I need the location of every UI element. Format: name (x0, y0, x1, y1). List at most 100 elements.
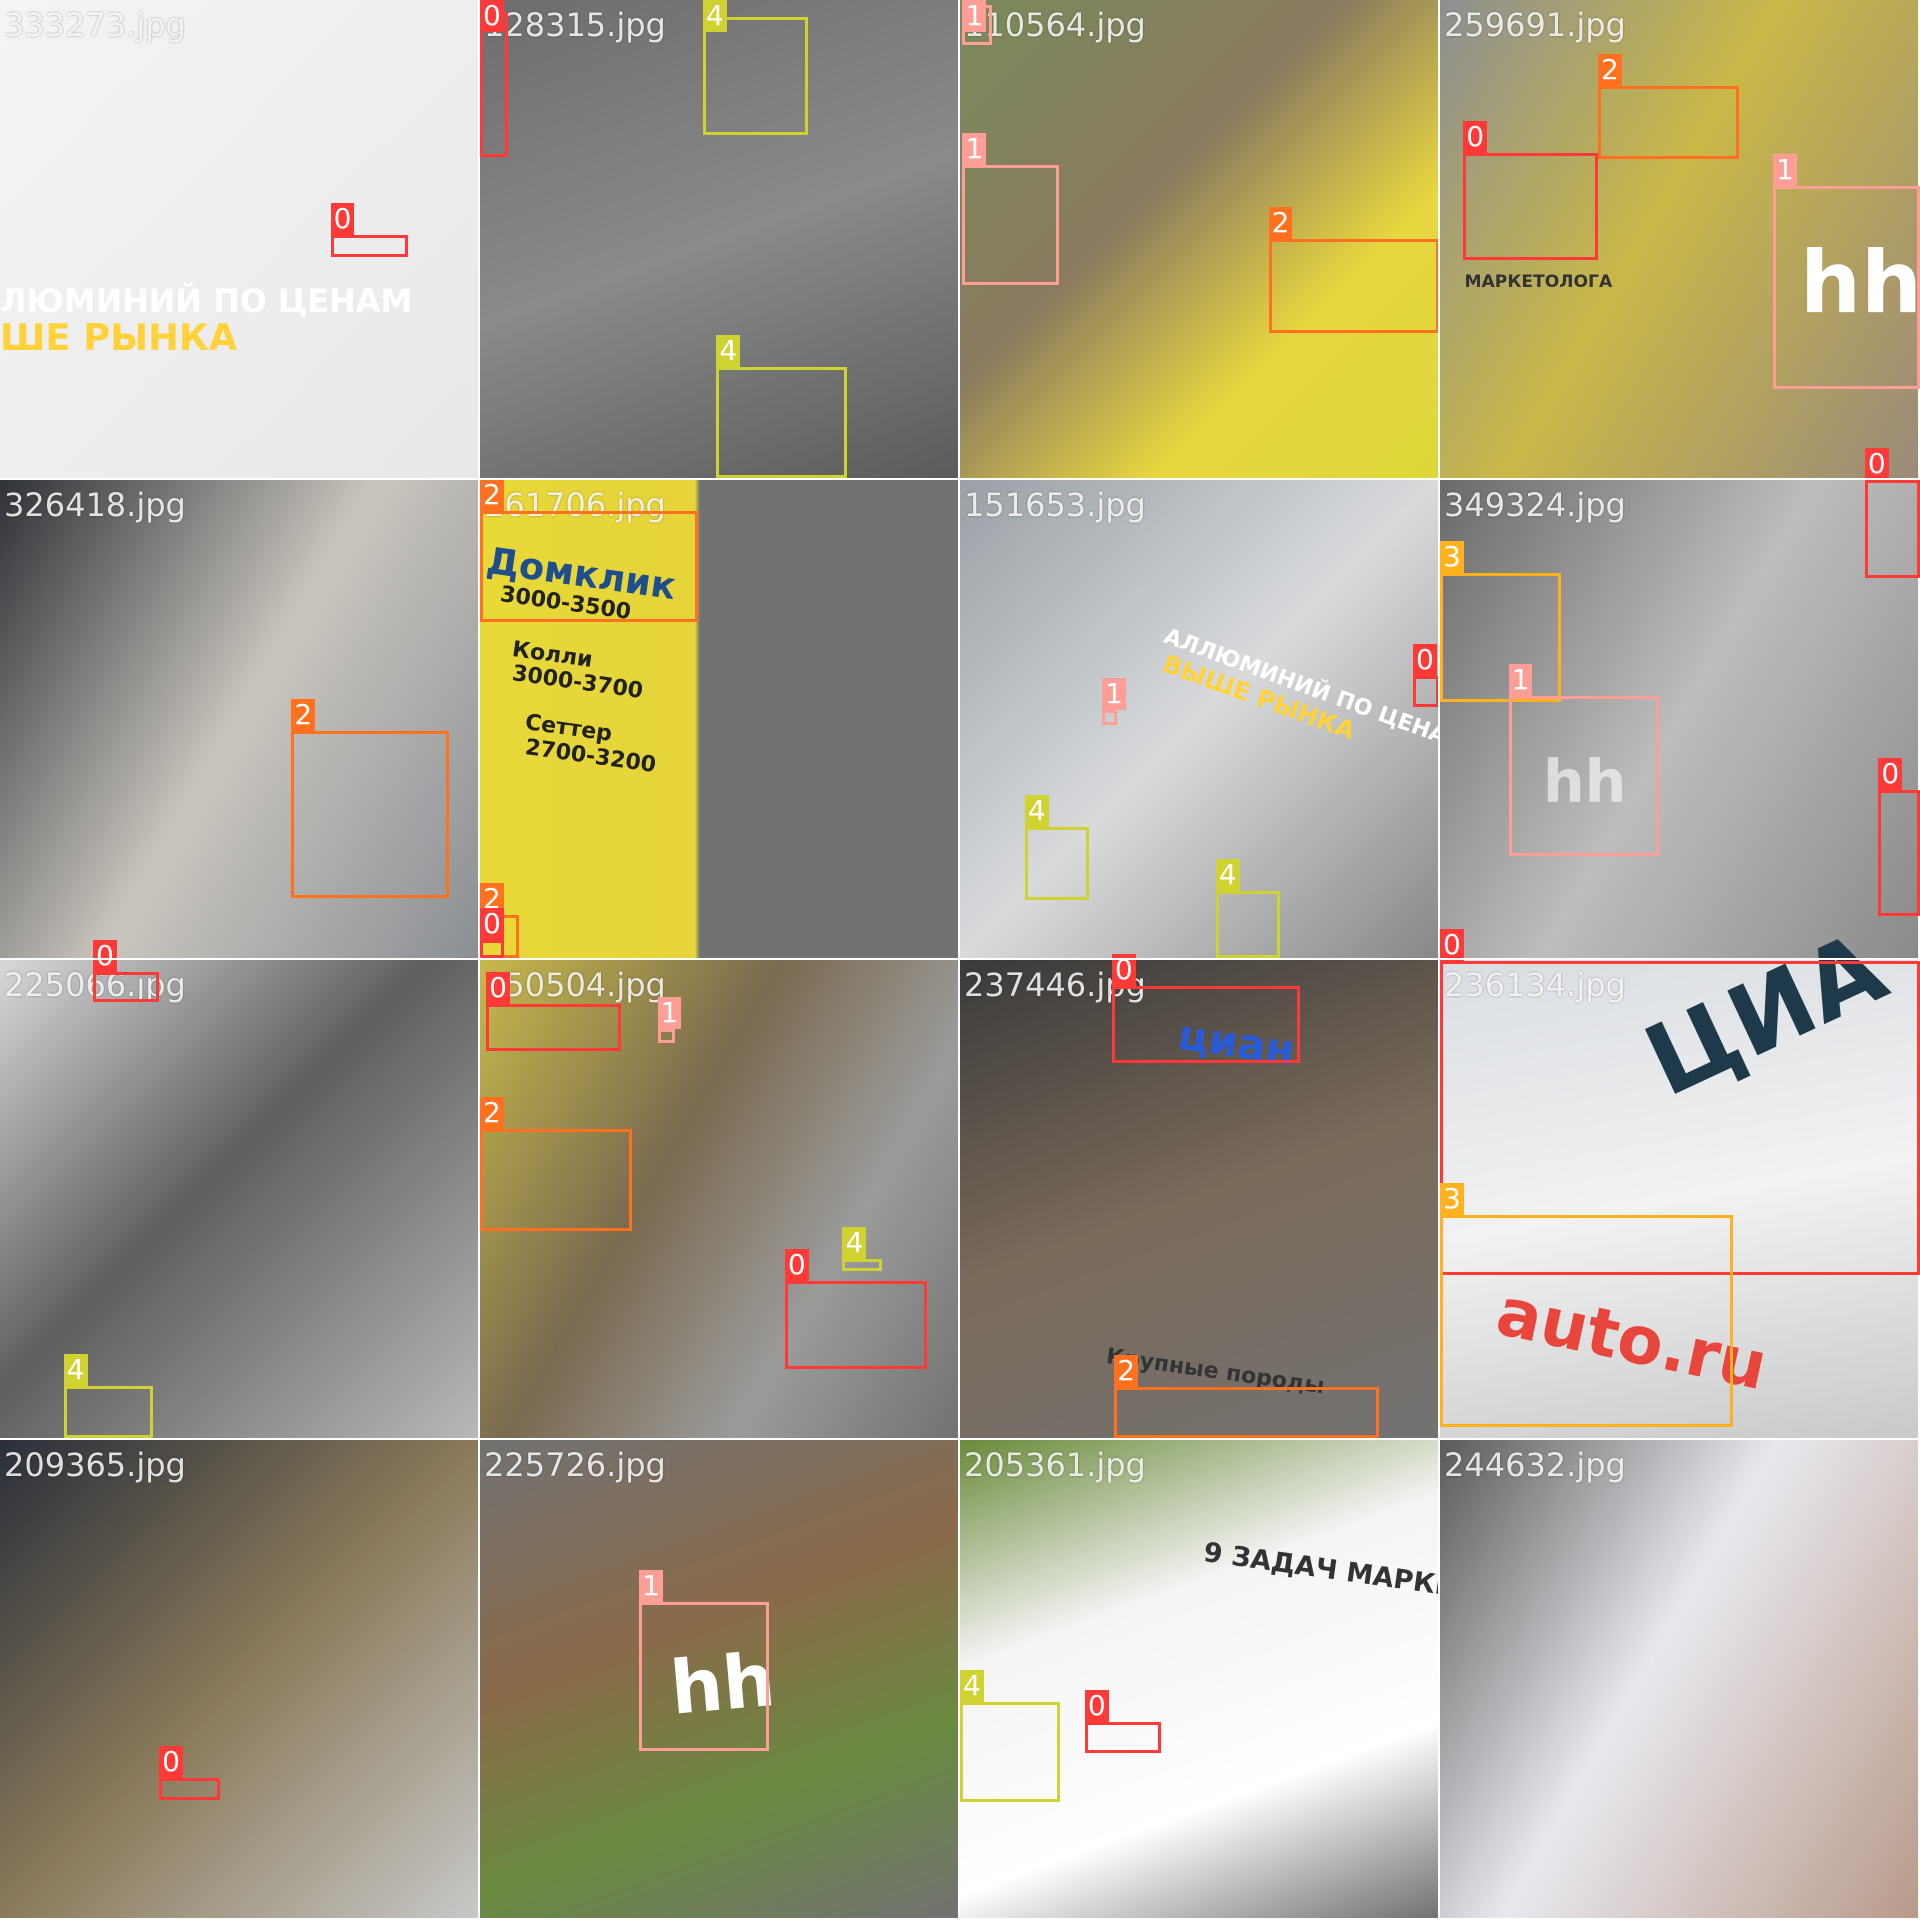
class-label: 1 (1773, 154, 1797, 187)
bounding-box (330, 235, 408, 258)
class-label: 3 (1440, 1182, 1464, 1215)
class-label: 0 (480, 908, 504, 941)
bounding-box (1413, 675, 1439, 707)
image-tile (1440, 0, 1918, 478)
class-label: 1 (639, 1569, 663, 1602)
image-tile (480, 1440, 958, 1918)
filename: 333273.jpg (4, 6, 186, 44)
class-label: 0 (1084, 1689, 1109, 1722)
image-tile (960, 1440, 1438, 1918)
scene-text: hh (1800, 232, 1920, 333)
bounding-box (486, 1004, 621, 1051)
bounding-box (1864, 480, 1920, 578)
bounding-box (842, 1258, 882, 1271)
class-label: 2 (1114, 1355, 1139, 1388)
bounding-box (657, 1028, 675, 1044)
bounding-box (480, 940, 505, 958)
filename: 326418.jpg (4, 486, 186, 524)
filename: 110564.jpg (964, 6, 1146, 44)
class-label: 4 (842, 1226, 867, 1259)
image-tile (1440, 1440, 1918, 1918)
class-label: 0 (1413, 643, 1437, 676)
bounding-box (63, 1386, 154, 1438)
bounding-box (1215, 891, 1280, 958)
image-tile (1440, 960, 1918, 1438)
bounding-box (1440, 961, 1920, 1275)
filename: 128315.jpg (484, 6, 666, 44)
bounding-box (159, 1777, 221, 1800)
class-label: 0 (93, 940, 117, 973)
scene-text: ЛЮМИНИЙ ПО ЦЕНАМ (0, 281, 413, 320)
bounding-box (480, 510, 698, 623)
class-label: 0 (486, 972, 510, 1005)
tile-divider (958, 0, 960, 1920)
filename: 225726.jpg (484, 1446, 666, 1484)
class-label: 2 (1268, 206, 1293, 239)
bounding-box (93, 972, 160, 1002)
scene-text: МАРКЕТОЛОГА (1464, 271, 1613, 292)
class-label: 0 (480, 0, 504, 32)
image-tile (960, 480, 1438, 958)
image-tile (0, 0, 478, 478)
image-tile (480, 960, 958, 1438)
tile-divider (1438, 0, 1440, 1920)
bounding-box (1114, 1387, 1379, 1438)
tile-divider (0, 478, 1920, 480)
bounding-box (1597, 85, 1739, 160)
bounding-box (962, 165, 1060, 286)
scene-text: hh (1542, 746, 1627, 816)
bounding-box (480, 1128, 632, 1231)
bounding-box (1024, 826, 1089, 900)
image-tile (0, 480, 478, 958)
class-label: 1 (1102, 678, 1126, 711)
scene-text: ШЕ РЫНКА (0, 315, 238, 359)
bounding-box (291, 731, 450, 898)
class-label: 0 (1463, 121, 1488, 154)
filename: 205361.jpg (964, 1446, 1146, 1484)
filename: 209365.jpg (4, 1446, 186, 1484)
bounding-box (1102, 710, 1117, 725)
class-label: 0 (1111, 953, 1136, 986)
class-label: 4 (1215, 859, 1240, 892)
class-label: 4 (716, 335, 741, 368)
image-tile (480, 480, 958, 958)
filename: 150504.jpg (484, 966, 666, 1004)
bounding-box (1508, 695, 1660, 856)
filename: 151653.jpg (964, 486, 1146, 524)
bounding-box (1878, 789, 1920, 916)
class-label: 0 (1864, 448, 1889, 480)
class-label: 4 (702, 0, 727, 32)
class-label: 3 (1440, 541, 1464, 574)
class-label: 4 (1024, 794, 1049, 827)
image-tile (960, 960, 1438, 1438)
class-label: 0 (1440, 929, 1464, 962)
class-label: 2 (480, 882, 504, 915)
tile-divider (0, 1438, 1920, 1440)
bounding-box (716, 367, 848, 478)
bounding-box (702, 17, 809, 135)
tile-divider (0, 958, 1920, 960)
tile-divider (478, 0, 480, 1920)
bounding-box (1268, 238, 1439, 334)
class-label: 4 (960, 1670, 984, 1703)
image-tile (0, 1440, 478, 1918)
class-label: 1 (962, 133, 987, 166)
filename: 244632.jpg (1444, 1446, 1626, 1484)
filename: 349324.jpg (1444, 486, 1626, 524)
filename: 259691.jpg (1444, 6, 1626, 44)
bounding-box (1084, 1721, 1161, 1754)
filename: 261706.jpg (484, 486, 666, 524)
bounding-box (784, 1280, 927, 1369)
class-label: 1 (657, 996, 682, 1029)
class-label: 0 (159, 1745, 183, 1778)
class-label: 2 (291, 699, 316, 732)
class-label: 1 (1508, 663, 1533, 696)
image-tile (1440, 480, 1918, 958)
bounding-box (1440, 573, 1562, 702)
bounding-box (639, 1601, 769, 1751)
class-label: 2 (480, 1096, 504, 1129)
class-label: 0 (1878, 757, 1903, 790)
filename: 236134.jpg (1444, 966, 1626, 1004)
class-label: 0 (784, 1248, 809, 1281)
